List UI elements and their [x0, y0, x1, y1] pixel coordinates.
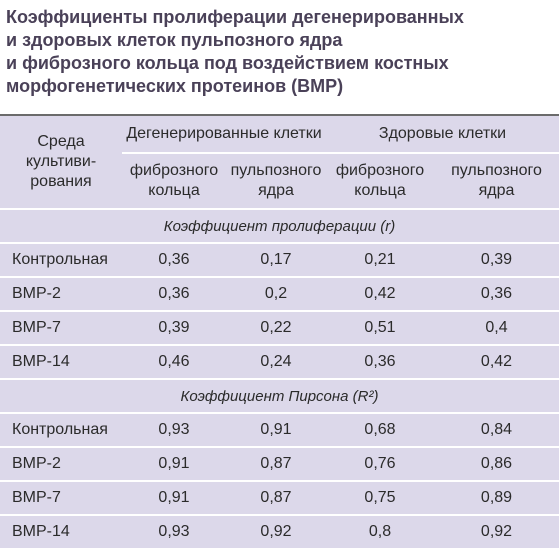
table: Среда культиви-рования Дегенерированные кл… — [0, 114, 559, 550]
column-header-line: кольца — [354, 182, 406, 199]
section-row: Коэффициент пролиферации (r) — [0, 209, 559, 244]
title-line: и фиброзного кольца под воздействием кос… — [6, 53, 449, 73]
cell: 0,42 — [434, 345, 559, 380]
cell: 0,75 — [326, 481, 434, 516]
column-header-line: ядра — [478, 182, 515, 199]
row-label: BMP-14 — [0, 345, 122, 380]
row-header: Среда культиви-рования — [0, 115, 122, 210]
row-header-line: Среда — [37, 133, 85, 150]
section-label: Коэффициент Пирсона (R²) — [0, 379, 559, 414]
title-line: Коэффициенты пролиферации дегенерированн… — [6, 7, 464, 27]
column-header: фиброзного кольца — [122, 153, 226, 210]
row-label: BMP-2 — [0, 277, 122, 312]
section-label: Коэффициент пролиферации (r) — [0, 209, 559, 244]
group-header: Дегенерированные клетки — [122, 115, 326, 154]
column-header-line: фиброзного — [129, 162, 219, 179]
cell: 0,39 — [434, 243, 559, 278]
row-label: Контрольная — [0, 243, 122, 278]
row-label: BMP-2 — [0, 447, 122, 482]
cell: 0,36 — [434, 277, 559, 312]
cell: 0,36 — [326, 345, 434, 380]
data-row: Контрольная 0,36 0,17 0,21 0,39 — [0, 243, 559, 278]
cell: 0,91 — [122, 481, 226, 516]
section-row: Коэффициент Пирсона (R²) — [0, 379, 559, 414]
cell: 0,39 — [122, 311, 226, 346]
page: Коэффициенты пролиферации дегенерированн… — [0, 6, 559, 558]
cell: 0,4 — [434, 311, 559, 346]
cell: 0,68 — [326, 413, 434, 448]
data-row: BMP-7 0,91 0,87 0,75 0,89 — [0, 481, 559, 516]
data-row: BMP-7 0,39 0,22 0,51 0,4 — [0, 311, 559, 346]
data-row: BMP-2 0,36 0,2 0,42 0,36 — [0, 277, 559, 312]
header-row: Среда культиви-рования Дегенерированные кл… — [0, 115, 559, 210]
cell: 0,36 — [122, 243, 226, 278]
data-row: Контрольная 0,93 0,91 0,68 0,84 — [0, 413, 559, 448]
cell: 0,22 — [226, 311, 326, 346]
cell: 0,17 — [226, 243, 326, 278]
subheader-row: фиброзного кольца пульпозного ядра фиброзног… — [0, 153, 559, 210]
column-header-line: пульпозного — [451, 162, 542, 179]
cell: 0,24 — [226, 345, 326, 380]
group-header: Здоровые клетки — [326, 115, 559, 154]
cell: 0,86 — [434, 447, 559, 482]
cell: 0,89 — [434, 481, 559, 516]
cell: 0,2 — [226, 277, 326, 312]
row-header-line: культиви- — [25, 153, 97, 170]
cell: 0,8 — [326, 515, 434, 550]
column-header: пульпозного ядра — [434, 153, 559, 210]
cell: 0,92 — [434, 515, 559, 550]
cell: 0,93 — [122, 515, 226, 550]
row-label: Контрольная — [0, 413, 122, 448]
cell: 0,36 — [122, 277, 226, 312]
title-line: морфогенетических протеинов (BMP) — [6, 76, 344, 96]
cell: 0,87 — [226, 481, 326, 516]
cell: 0,87 — [226, 447, 326, 482]
cell: 0,91 — [226, 413, 326, 448]
cell: 0,76 — [326, 447, 434, 482]
column-header: фиброзного кольца — [326, 153, 434, 210]
cell: 0,91 — [122, 447, 226, 482]
data-row: BMP-14 0,93 0,92 0,8 0,92 — [0, 515, 559, 550]
column-header-line: фиброзного — [335, 162, 425, 179]
row-label: BMP-7 — [0, 481, 122, 516]
column-header-line: пульпозного — [230, 162, 322, 179]
title: Коэффициенты пролиферации дегенерированн… — [6, 6, 559, 108]
row-header-line: рования — [30, 173, 92, 190]
cell: 0,42 — [326, 277, 434, 312]
cell: 0,92 — [226, 515, 326, 550]
cell: 0,21 — [326, 243, 434, 278]
column-header-line: кольца — [148, 182, 200, 199]
column-header-line: ядра — [258, 182, 294, 199]
row-label: BMP-14 — [0, 515, 122, 550]
cell: 0,93 — [122, 413, 226, 448]
data-row: BMP-2 0,91 0,87 0,76 0,86 — [0, 447, 559, 482]
cell: 0,84 — [434, 413, 559, 448]
cell: 0,51 — [326, 311, 434, 346]
title-line: и здоровых клеток пульпозного ядра — [6, 30, 343, 50]
row-label: BMP-7 — [0, 311, 122, 346]
data-row: BMP-14 0,46 0,24 0,36 0,42 — [0, 345, 559, 380]
cell: 0,46 — [122, 345, 226, 380]
column-header: пульпозного ядра — [226, 153, 326, 210]
